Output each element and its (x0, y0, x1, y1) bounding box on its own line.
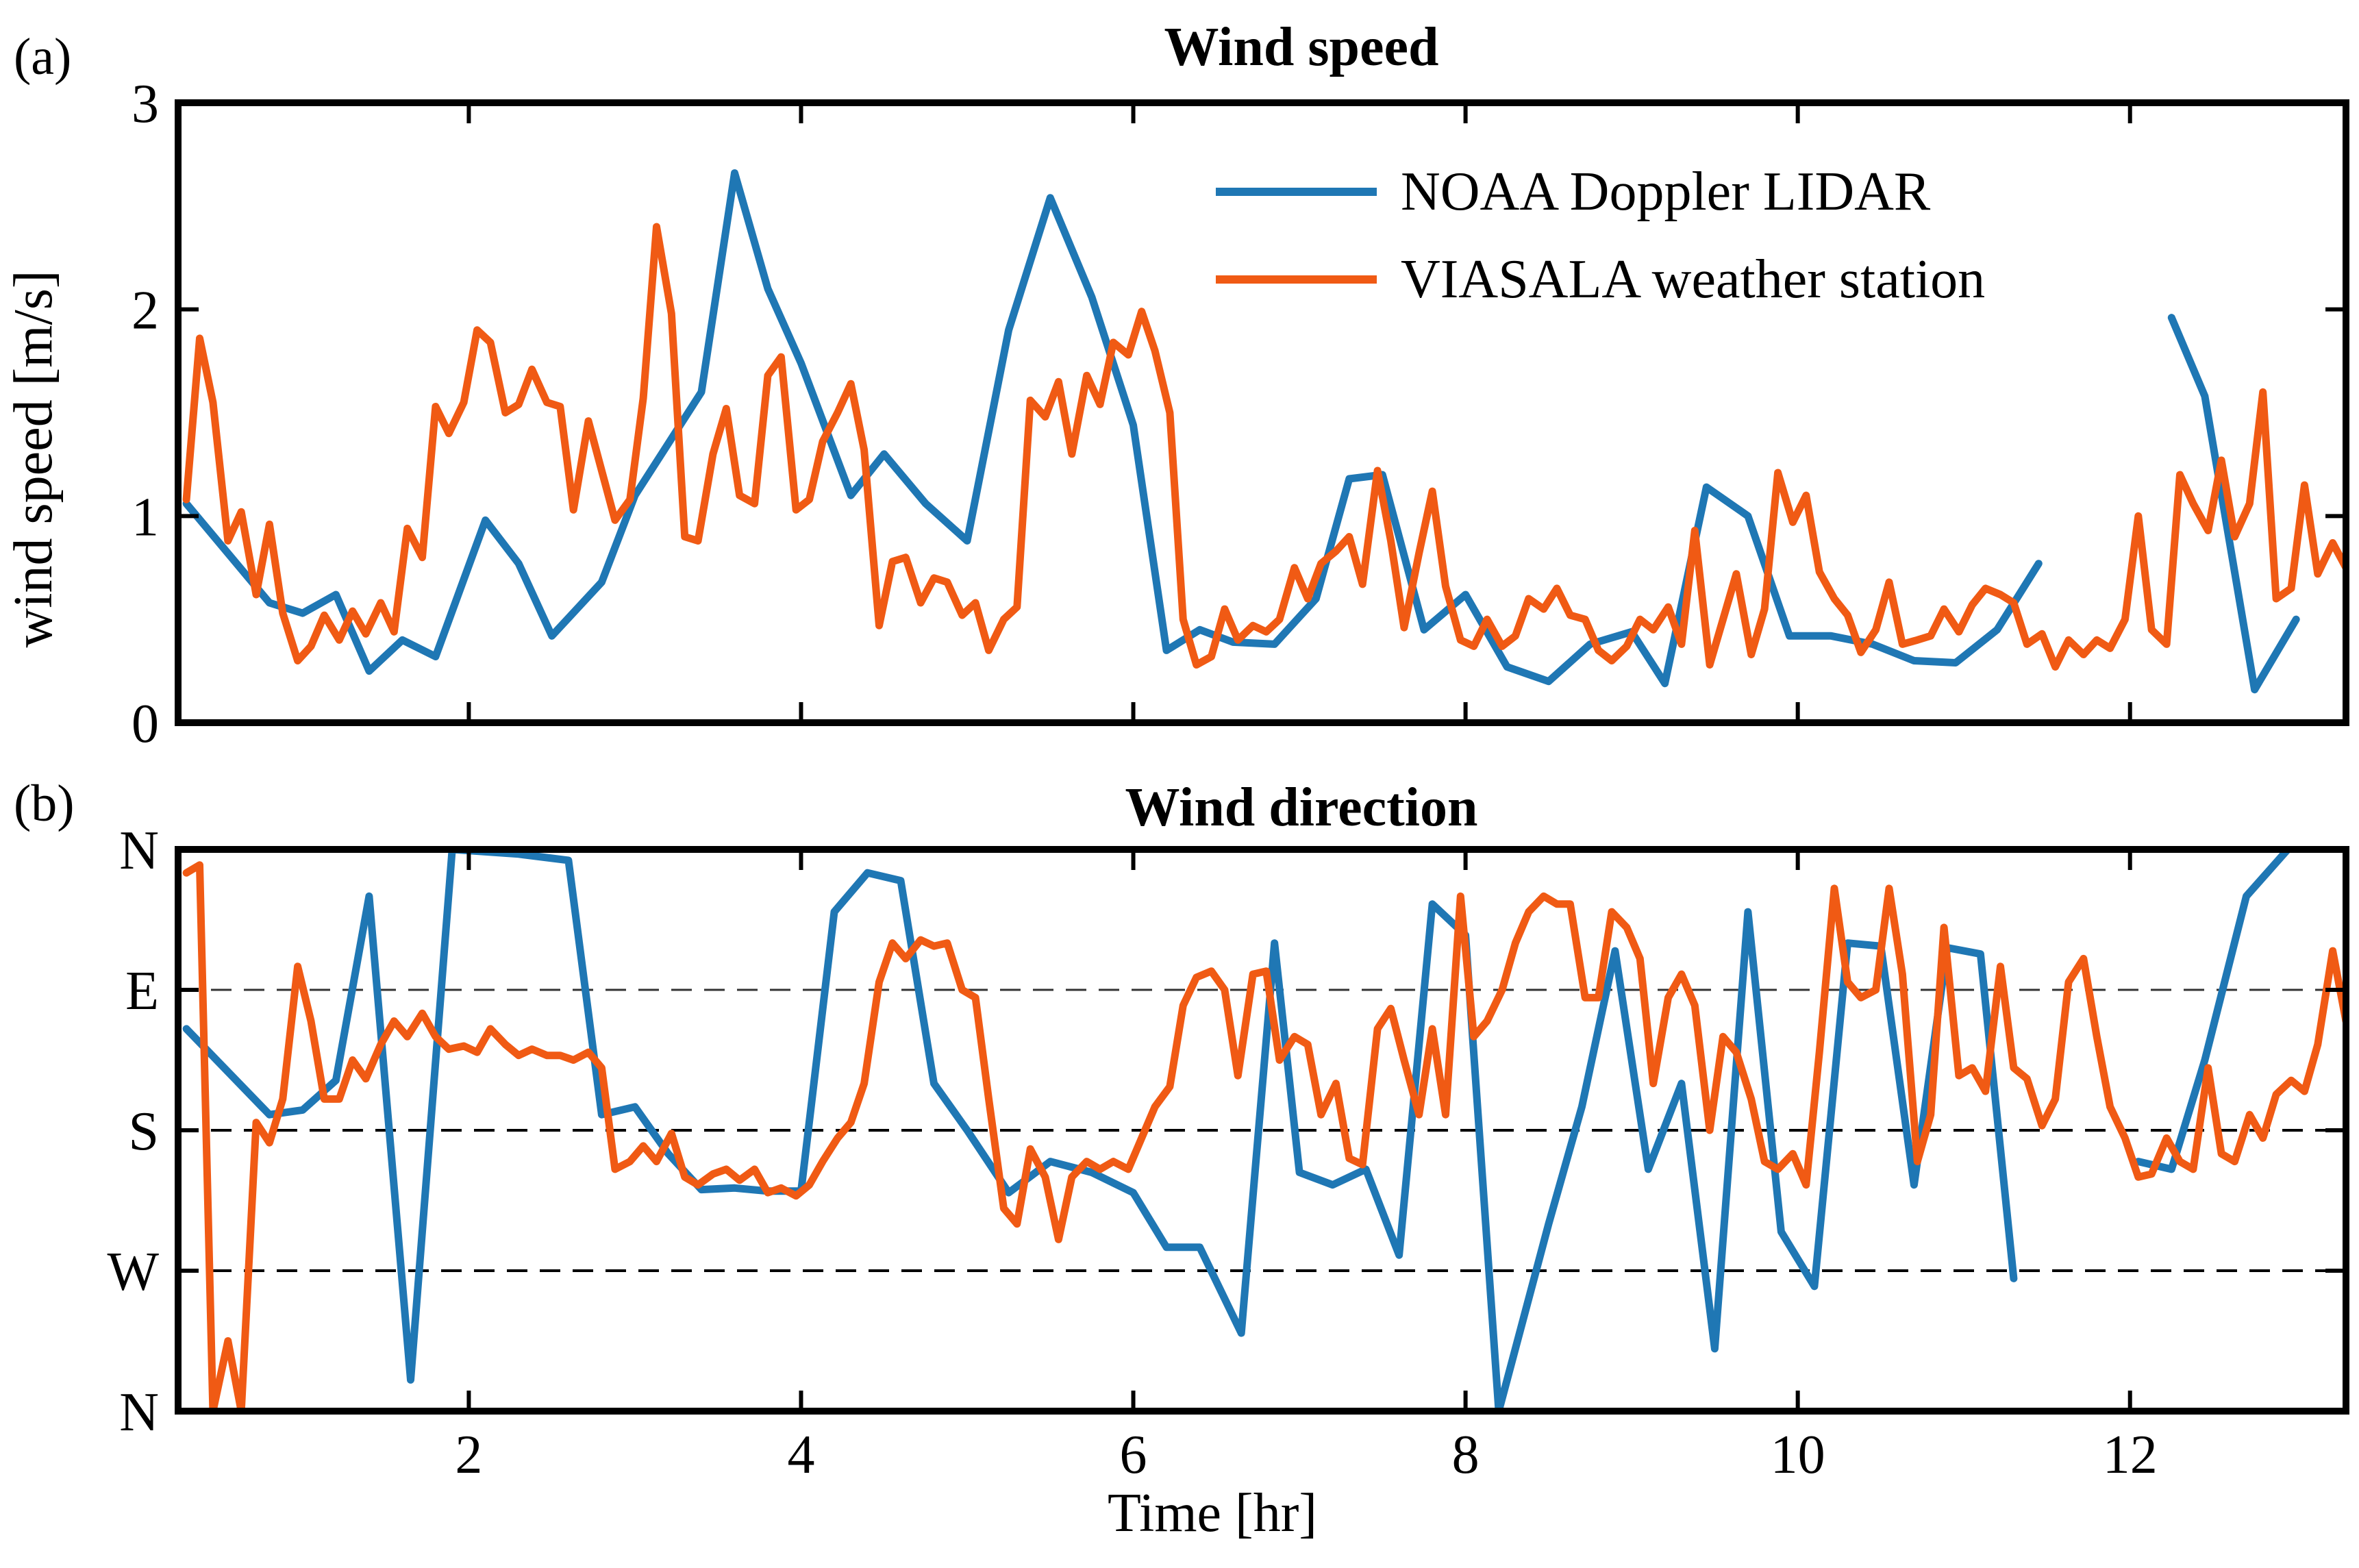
x-tick-label: 4 (787, 1425, 814, 1485)
wind-direction-series (182, 849, 2346, 1411)
wind-speed-ticks: 0 1 2 3 (132, 74, 2346, 754)
panel-label-a: (a) (14, 28, 71, 86)
x-tick-label: 10 (1771, 1425, 1825, 1485)
y-tick-label: 2 (132, 281, 159, 341)
x-tick-label: 6 (1120, 1425, 1147, 1485)
y-tick-label: 3 (132, 74, 159, 134)
series-line-viasala (182, 223, 2346, 671)
legend-label-noaa: NOAA Doppler LIDAR (1401, 162, 1931, 222)
wind-speed-title: Wind speed (1164, 17, 1439, 77)
y-tick-label: N (119, 1382, 159, 1443)
wind-direction-frame (175, 846, 2349, 1415)
y-tick-label: 0 (132, 694, 159, 754)
y-tick-label: N (119, 821, 159, 881)
y-tick-label: S (129, 1102, 160, 1162)
time-xlabel: Time [hr] (1108, 1483, 1317, 1543)
wind-speed-panel: (a) Wind speed wind speed [m/s] 0 1 2 3 NOA… (3, 17, 2349, 754)
y-tick-label: 1 (132, 487, 159, 547)
wind-speed-series (182, 169, 2346, 694)
series-line-viasala (182, 861, 2346, 1411)
y-tick-label: E (125, 961, 159, 1021)
legend: NOAA Doppler LIDAR VIASALA weather stati… (1216, 162, 1985, 310)
legend-label-viasala: VIASALA weather station (1401, 249, 1985, 310)
wind-direction-panel: (b) Wind direction 2 4 6 8 10 12 N W S E N Time [h… (14, 775, 2349, 1543)
wind-direction-title: Wind direction (1125, 777, 1478, 838)
panel-label-b: (b) (14, 775, 75, 832)
wind-speed-frame (175, 99, 2349, 726)
x-tick-label: 12 (2103, 1425, 2158, 1485)
wind-speed-ylabel: wind speed [m/s] (3, 270, 64, 647)
x-tick-label: 2 (455, 1425, 482, 1485)
x-tick-label: 8 (1452, 1425, 1480, 1485)
y-tick-label: W (107, 1242, 159, 1302)
